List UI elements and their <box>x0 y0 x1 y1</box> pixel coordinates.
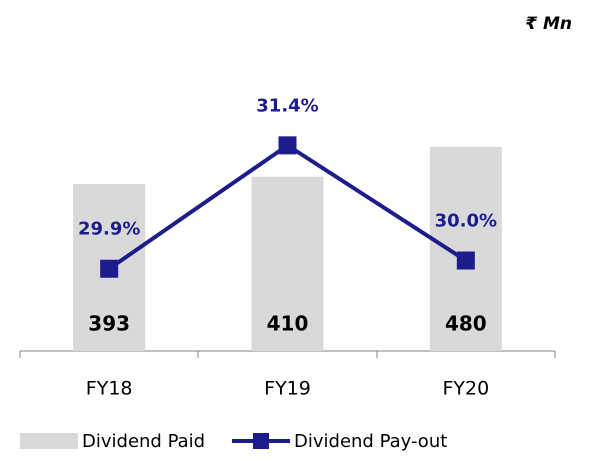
x-tick-label: FY20 <box>442 378 489 400</box>
line-value-label: 30.0% <box>435 211 497 232</box>
line-marker <box>100 259 119 278</box>
line-value-label: 31.4% <box>256 95 318 116</box>
bar-value-label: 410 <box>267 312 309 336</box>
x-tick-label: FY19 <box>264 378 311 400</box>
bar <box>429 147 502 351</box>
line-marker <box>456 251 475 270</box>
x-tick-label: FY18 <box>86 378 133 400</box>
bar-value-label: 480 <box>445 312 487 336</box>
bar <box>251 176 324 351</box>
line-value-label: 29.9% <box>78 219 140 240</box>
bar-value-label: 393 <box>88 312 130 336</box>
legend-swatch <box>20 433 78 449</box>
legend-label: Dividend Paid <box>82 431 205 452</box>
line-marker <box>278 136 297 155</box>
unit-label: ₹ Mn <box>525 14 572 34</box>
legend-label: Dividend Pay-out <box>294 431 447 452</box>
legend-marker <box>253 433 269 449</box>
x-axis <box>19 350 556 358</box>
